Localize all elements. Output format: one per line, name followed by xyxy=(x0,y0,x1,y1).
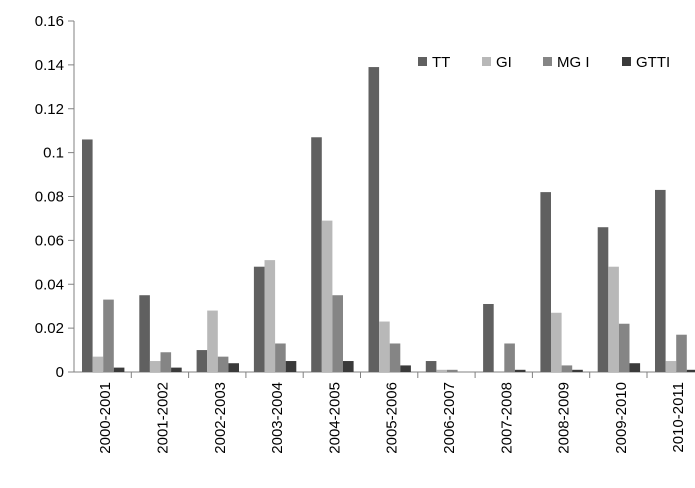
bar xyxy=(275,343,286,372)
x-tick-label: 2006-2007 xyxy=(441,382,458,454)
bar xyxy=(666,361,677,372)
bar xyxy=(322,221,333,372)
bar xyxy=(687,370,695,372)
bar xyxy=(562,365,573,372)
y-tick-label: 0.04 xyxy=(35,276,64,293)
bar xyxy=(171,368,182,372)
legend-swatch xyxy=(418,57,427,66)
bar xyxy=(598,227,609,372)
x-tick-label: 2008-2009 xyxy=(556,382,573,454)
bar xyxy=(150,361,161,372)
bar xyxy=(436,370,447,372)
bar xyxy=(379,322,390,372)
bar xyxy=(265,260,276,372)
bar xyxy=(515,370,526,372)
x-tick-label: 2010-2011 xyxy=(670,382,687,453)
x-tick-label: 2002-2003 xyxy=(212,382,229,454)
bar xyxy=(139,295,150,372)
bar xyxy=(343,361,354,372)
bar xyxy=(400,365,411,372)
y-tick-label: 0 xyxy=(56,364,64,381)
bar xyxy=(369,67,380,372)
x-tick-label: 2004-2005 xyxy=(326,382,343,454)
legend-label: TT xyxy=(432,54,450,71)
x-tick-label: 2009-2010 xyxy=(613,382,630,454)
legend-swatch xyxy=(543,57,552,66)
bar xyxy=(197,350,208,372)
bar xyxy=(218,357,229,372)
bar xyxy=(93,357,104,372)
legend-label: GTTI xyxy=(636,54,670,71)
y-tick-label: 0.14 xyxy=(35,57,64,74)
bar xyxy=(114,368,125,372)
y-tick-label: 0.1 xyxy=(43,145,64,162)
bar xyxy=(504,343,515,372)
x-axis: 2000-2001 2001-2002 2002-2003 2003-2004 2004… xyxy=(74,372,695,454)
x-tick-label: 2003-2004 xyxy=(269,382,286,454)
bar xyxy=(332,295,343,372)
bar xyxy=(161,352,172,372)
legend-swatch xyxy=(622,57,631,66)
y-tick-label: 0.06 xyxy=(35,232,64,249)
y-tick-label: 0.12 xyxy=(35,101,64,118)
legend: TT GI MG I GTTI xyxy=(418,54,670,71)
bars xyxy=(82,67,695,372)
y-tick-label: 0.16 xyxy=(35,13,64,30)
bar xyxy=(619,324,630,372)
bar xyxy=(630,363,641,372)
bar xyxy=(572,370,583,372)
bar xyxy=(82,139,93,372)
bar xyxy=(390,343,401,372)
bar xyxy=(254,267,265,372)
bar xyxy=(655,190,666,372)
bar xyxy=(286,361,297,372)
bar xyxy=(483,304,494,372)
bar xyxy=(676,335,687,372)
y-axis: 0 0.02 0.04 0.06 0.08 0.1 0.12 0.14 0.16 xyxy=(35,13,74,381)
legend-label: MG I xyxy=(557,54,590,71)
x-tick-label: 2005-2006 xyxy=(384,382,401,454)
y-tick-label: 0.02 xyxy=(35,320,64,337)
legend-label: GI xyxy=(496,54,512,71)
y-tick-label: 0.08 xyxy=(35,189,64,206)
bar xyxy=(551,313,562,372)
bar xyxy=(103,300,114,372)
x-tick-label: 2007-2008 xyxy=(498,382,515,454)
bar xyxy=(207,311,218,372)
bar xyxy=(311,137,322,372)
bar xyxy=(608,267,619,372)
x-tick-label: 2000-2001 xyxy=(97,382,114,454)
bar xyxy=(447,370,458,372)
bar xyxy=(228,363,239,372)
legend-swatch xyxy=(482,57,491,66)
bar xyxy=(540,192,551,372)
x-tick-label: 2001-2002 xyxy=(154,382,171,454)
bar xyxy=(426,361,437,372)
